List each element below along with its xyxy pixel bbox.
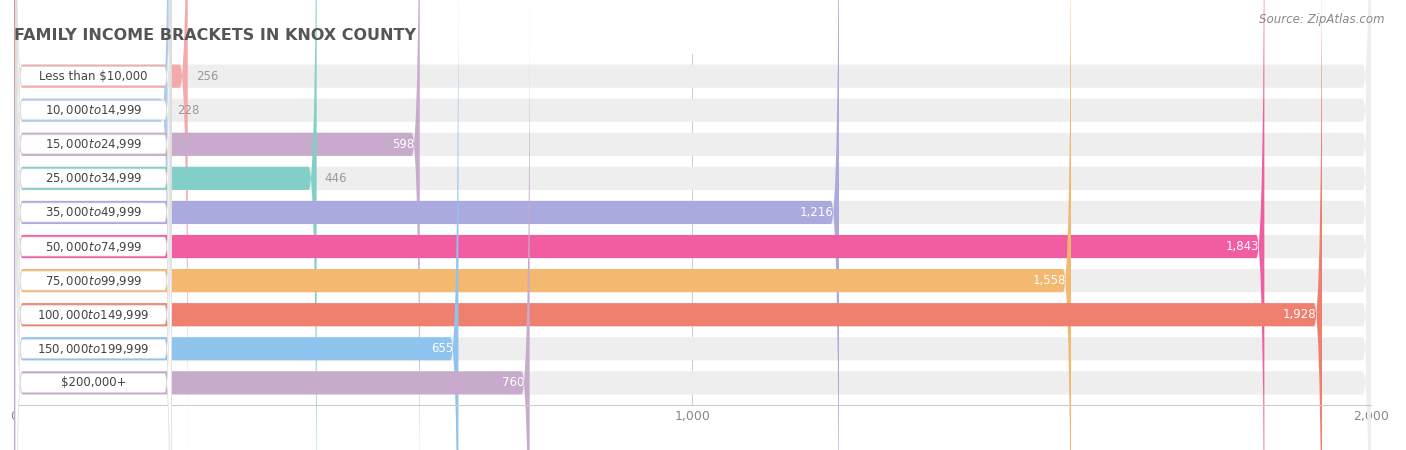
FancyBboxPatch shape [14, 0, 1371, 450]
FancyBboxPatch shape [15, 0, 172, 450]
Text: $75,000 to $99,999: $75,000 to $99,999 [45, 274, 142, 288]
FancyBboxPatch shape [14, 0, 1371, 450]
Text: $100,000 to $149,999: $100,000 to $149,999 [37, 308, 149, 322]
FancyBboxPatch shape [15, 52, 172, 450]
FancyBboxPatch shape [15, 18, 172, 450]
Text: $10,000 to $14,999: $10,000 to $14,999 [45, 103, 142, 117]
FancyBboxPatch shape [14, 0, 420, 450]
FancyBboxPatch shape [14, 0, 1371, 450]
Text: 1,928: 1,928 [1282, 308, 1316, 321]
Text: 1,558: 1,558 [1032, 274, 1066, 287]
Text: $15,000 to $24,999: $15,000 to $24,999 [45, 137, 142, 151]
Text: 228: 228 [177, 104, 200, 117]
FancyBboxPatch shape [14, 0, 1264, 450]
FancyBboxPatch shape [15, 0, 172, 450]
FancyBboxPatch shape [15, 0, 172, 407]
FancyBboxPatch shape [14, 0, 1371, 450]
FancyBboxPatch shape [14, 0, 1371, 450]
FancyBboxPatch shape [15, 0, 172, 450]
Text: FAMILY INCOME BRACKETS IN KNOX COUNTY: FAMILY INCOME BRACKETS IN KNOX COUNTY [14, 28, 416, 43]
Text: Less than $10,000: Less than $10,000 [39, 70, 148, 83]
FancyBboxPatch shape [14, 0, 1322, 450]
Text: 1,843: 1,843 [1226, 240, 1258, 253]
FancyBboxPatch shape [15, 0, 172, 441]
FancyBboxPatch shape [14, 0, 188, 450]
Text: $200,000+: $200,000+ [60, 376, 127, 389]
FancyBboxPatch shape [14, 0, 1371, 450]
FancyBboxPatch shape [14, 0, 458, 450]
FancyBboxPatch shape [14, 0, 1371, 450]
Text: $50,000 to $74,999: $50,000 to $74,999 [45, 239, 142, 253]
FancyBboxPatch shape [14, 0, 1371, 450]
Text: 446: 446 [325, 172, 347, 185]
FancyBboxPatch shape [14, 0, 1371, 450]
Text: $150,000 to $199,999: $150,000 to $199,999 [37, 342, 149, 356]
FancyBboxPatch shape [15, 0, 172, 450]
Text: 655: 655 [430, 342, 453, 355]
FancyBboxPatch shape [14, 0, 530, 450]
Text: Source: ZipAtlas.com: Source: ZipAtlas.com [1260, 14, 1385, 27]
FancyBboxPatch shape [14, 0, 316, 450]
FancyBboxPatch shape [15, 0, 172, 450]
Text: $35,000 to $49,999: $35,000 to $49,999 [45, 206, 142, 220]
Text: 1,216: 1,216 [800, 206, 834, 219]
Text: 760: 760 [502, 376, 524, 389]
FancyBboxPatch shape [14, 0, 1371, 450]
Text: $25,000 to $34,999: $25,000 to $34,999 [45, 171, 142, 185]
Text: 256: 256 [195, 70, 218, 83]
FancyBboxPatch shape [15, 0, 172, 450]
Text: 598: 598 [392, 138, 415, 151]
FancyBboxPatch shape [14, 0, 839, 450]
FancyBboxPatch shape [14, 0, 1071, 450]
FancyBboxPatch shape [14, 0, 169, 450]
